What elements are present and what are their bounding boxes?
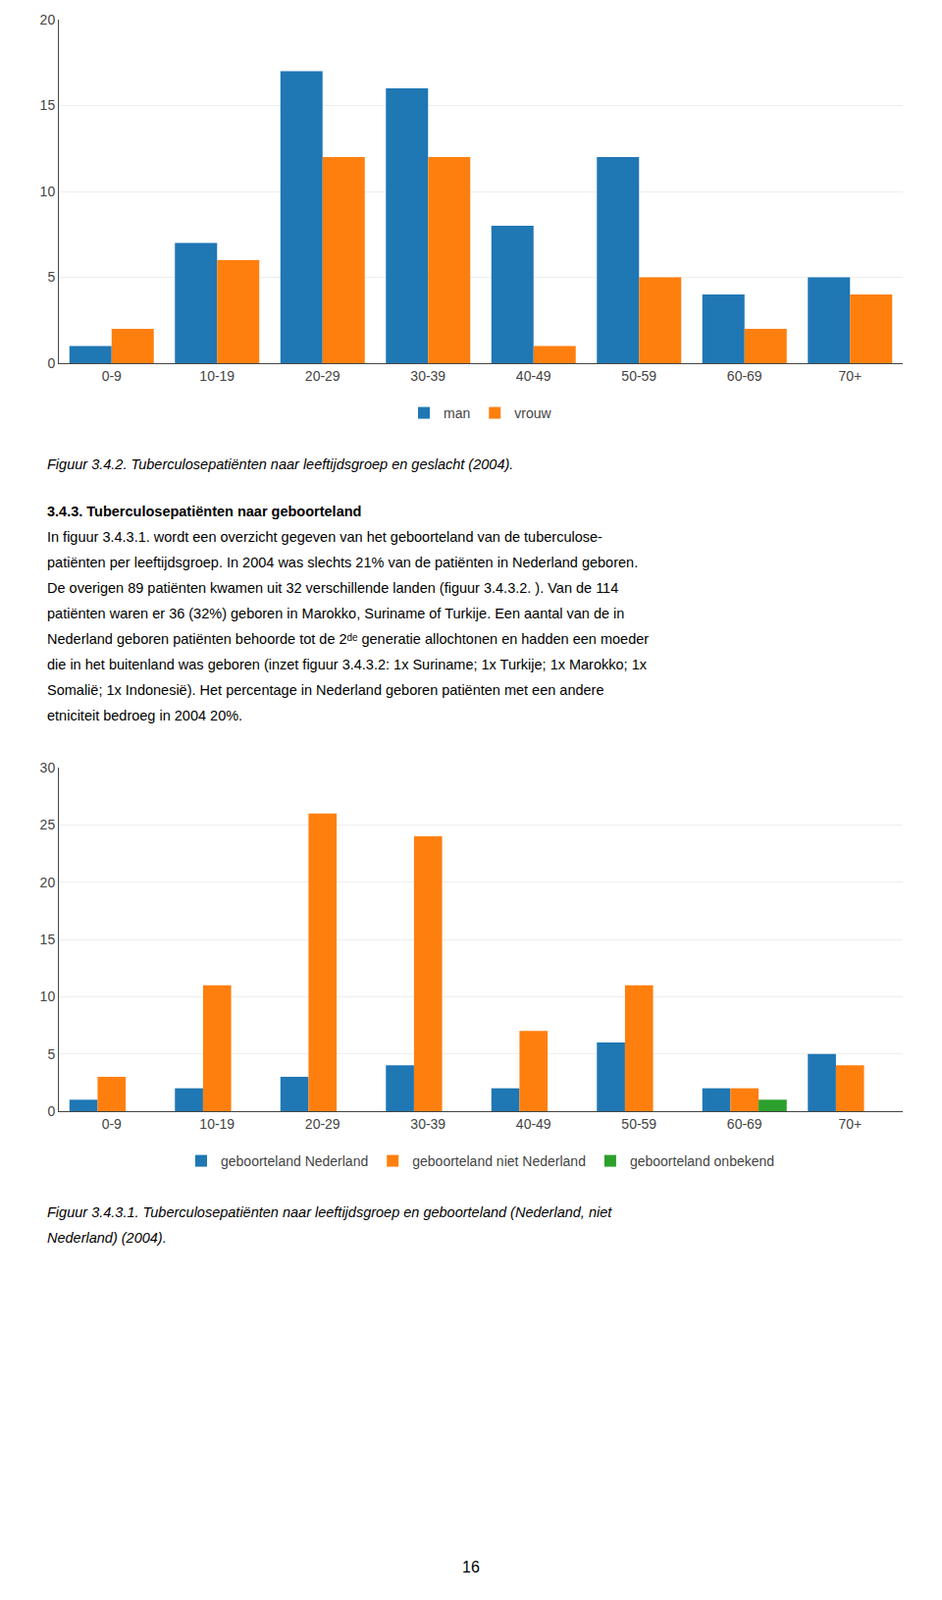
svg-text:0: 0 <box>47 355 55 371</box>
svg-text:vrouw: vrouw <box>514 405 552 421</box>
svg-text:10-19: 10-19 <box>199 1115 235 1132</box>
svg-text:5: 5 <box>47 268 55 285</box>
svg-text:10: 10 <box>40 183 56 200</box>
html-text:16: 16 <box>462 1558 480 1575</box>
svg-text:70+: 70+ <box>837 367 862 384</box>
svg-text:20-29: 20-29 <box>305 367 341 384</box>
svg-text:50-59: 50-59 <box>621 367 657 384</box>
svg-text:20-29: 20-29 <box>305 1115 341 1132</box>
svg-text:30-39: 30-39 <box>410 367 446 384</box>
svg-text:0: 0 <box>47 1102 55 1119</box>
html-text:Nederland geboren patiënten be: Nederland geboren patiënten behoorde tot… <box>47 630 649 647</box>
html-text:Somalië; 1x Indonesië). Het pe: Somalië; 1x Indonesië). Het percentage i… <box>47 681 604 698</box>
html-text:Figuur 3.4.2. Tuberculosepatië: Figuur 3.4.2. Tuberculosepatiënten naar … <box>47 456 514 472</box>
svg-text:60-69: 60-69 <box>727 367 763 384</box>
html-text:3.4.3. Tuberculosepatiënten na: 3.4.3. Tuberculosepatiënten naar geboort… <box>47 503 362 520</box>
svg-text:10-19: 10-19 <box>199 367 235 384</box>
svg-text:0-9: 0-9 <box>102 367 122 384</box>
svg-text:30: 30 <box>40 759 56 776</box>
svg-text:15: 15 <box>40 931 56 947</box>
svg-text:40-49: 40-49 <box>516 1115 552 1132</box>
html-text:De overigen 89 patiënten kwame: De overigen 89 patiënten kwamen uit 32 v… <box>47 579 619 596</box>
svg-text:geboorteland onbekend: geboorteland onbekend <box>629 1152 775 1169</box>
svg-text:geboorteland Nederland: geboorteland Nederland <box>220 1152 368 1169</box>
svg-text:10: 10 <box>40 988 56 1004</box>
html-text:patiënten waren er 36 (32%) ge: patiënten waren er 36 (32%) geboren in M… <box>47 605 625 622</box>
svg-text:40-49: 40-49 <box>516 367 552 384</box>
svg-text:25: 25 <box>40 816 56 833</box>
svg-text:5: 5 <box>47 1046 55 1062</box>
html-text:Figuur 3.4.3.1. Tuberculosepat: Figuur 3.4.3.1. Tuberculosepatiënten naa… <box>47 1203 612 1220</box>
svg-text:20: 20 <box>40 874 56 890</box>
svg-text:70+: 70+ <box>837 1115 862 1132</box>
svg-text:geboorteland niet Nederland: geboorteland niet Nederland <box>412 1152 586 1169</box>
svg-text:30-39: 30-39 <box>410 1115 446 1132</box>
svg-text:60-69: 60-69 <box>727 1115 763 1132</box>
svg-text:0-9: 0-9 <box>102 1115 122 1132</box>
html-text:die in het buitenland was gebo: die in het buitenland was geboren (inzet… <box>47 656 647 673</box>
html-text:etniciteit bedroeg in 2004 20%: etniciteit bedroeg in 2004 20%. <box>47 707 243 724</box>
svg-text:20: 20 <box>40 11 56 28</box>
svg-text:50-59: 50-59 <box>621 1115 657 1132</box>
html-text:In figuur 3.4.3.1. wordt een o: In figuur 3.4.3.1. wordt een overzicht g… <box>47 528 603 545</box>
svg-text:man: man <box>443 405 471 421</box>
html-text:Nederland) (2004).: Nederland) (2004). <box>47 1229 167 1246</box>
svg-text:15: 15 <box>40 97 56 113</box>
html-text:patiënten per leeftijdsgroep.: patiënten per leeftijdsgroep. In 2004 wa… <box>47 554 639 571</box>
